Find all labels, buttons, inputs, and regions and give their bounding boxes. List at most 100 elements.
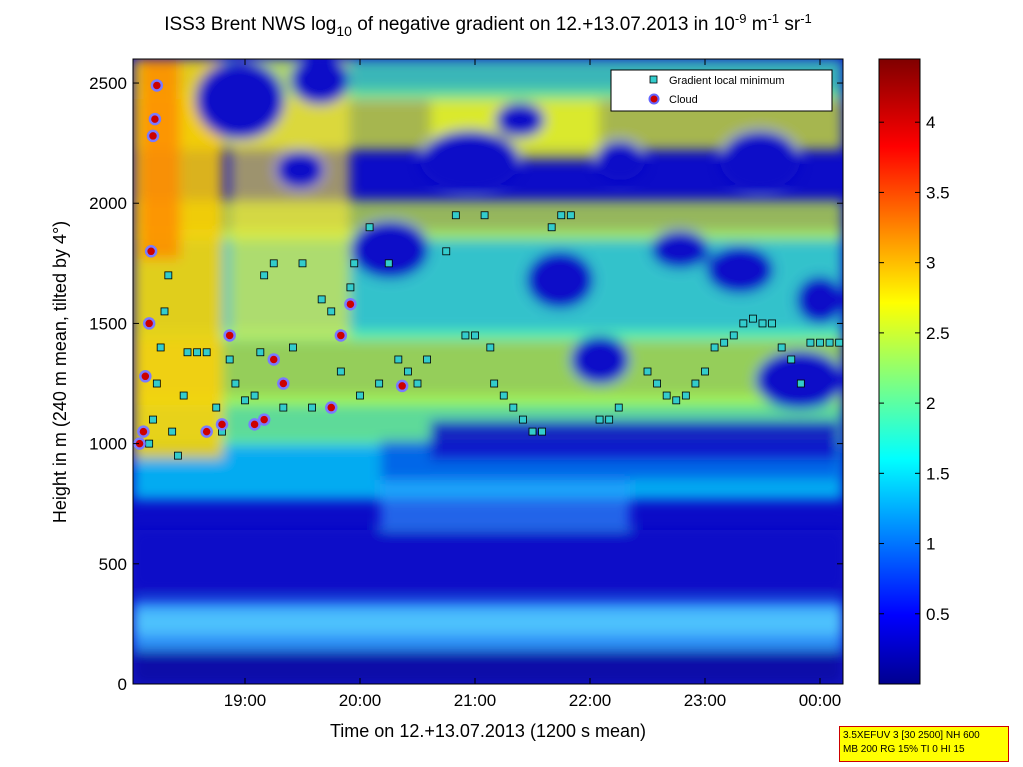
gradient-minimum-point xyxy=(179,391,188,400)
chart-title: ISS3 Brent NWS log10 of negative gradien… xyxy=(164,11,812,39)
colorbar-tick-label: 4 xyxy=(926,113,935,132)
gradient-minimum-point xyxy=(193,348,201,357)
gradient-minimum-point xyxy=(212,403,221,412)
colorbar xyxy=(878,58,921,685)
gradient-minimum-point xyxy=(160,307,169,316)
legend-label-gradient-min: Gradient local minimum xyxy=(669,75,785,87)
gradient-minimum-point xyxy=(225,355,234,364)
gradient-minimum-point xyxy=(256,348,265,357)
colorbar-tick-label: 1 xyxy=(926,535,935,554)
colorbar-tick-label: 2 xyxy=(926,394,935,413)
y-tick-label: 2000 xyxy=(89,194,127,213)
gradient-minimum-point xyxy=(152,379,161,388)
gradient-minimum-point xyxy=(749,314,757,323)
gradient-minimum-point xyxy=(643,367,652,376)
parameter-info-box: 3.5XEFUV 3 [30 2500] NH 600 MB 200 RG 15… xyxy=(839,726,1009,762)
gradient-minimum-point xyxy=(356,391,364,400)
gradient-minimum-point xyxy=(758,319,767,328)
gradient-minimum-point xyxy=(394,355,403,364)
gradient-minimum-point xyxy=(653,379,661,388)
gradient-minimum-point xyxy=(557,211,566,220)
gradient-minimum-point xyxy=(168,427,177,436)
x-tick-label: 19:00 xyxy=(224,691,267,710)
gradient-minimum-point xyxy=(145,439,154,448)
gradient-minimum-point xyxy=(241,396,249,405)
y-tick-label: 1500 xyxy=(89,314,127,333)
gradient-minimum-point xyxy=(490,379,499,388)
gradient-minimum-point xyxy=(499,391,508,400)
gradient-minimum-point xyxy=(317,295,326,304)
x-tick-label: 20:00 xyxy=(339,691,382,710)
gradient-minimum-point xyxy=(710,343,719,352)
gradient-minimum-point xyxy=(796,379,805,388)
colorbar-tick-label: 3 xyxy=(926,254,935,273)
cloud-point xyxy=(257,413,271,426)
gradient-minimum-point xyxy=(289,343,297,352)
gradient-minimum-point xyxy=(806,338,815,347)
gradient-minimum-point xyxy=(509,403,518,412)
gradient-minimum-point xyxy=(279,403,288,412)
gradient-minimum-point xyxy=(404,367,412,376)
gradient-minimum-point xyxy=(768,319,776,328)
y-tick-label: 2500 xyxy=(89,74,127,93)
y-tick-label: 0 xyxy=(118,675,127,694)
gradient-minimum-point xyxy=(595,415,604,424)
gradient-minimum-point xyxy=(672,396,681,405)
gradient-minimum-point xyxy=(787,355,796,364)
cloud-point xyxy=(200,425,213,438)
gradient-minimum-point xyxy=(365,223,374,232)
cloud-point xyxy=(248,418,261,431)
gradient-minimum-point xyxy=(336,367,345,376)
x-tick-label: 21:00 xyxy=(454,691,497,710)
gradient-minimum-point xyxy=(442,247,451,256)
legend-box xyxy=(610,69,833,112)
plot-frame xyxy=(132,58,844,685)
cloud-point xyxy=(139,370,152,383)
x-axis-ticks: 19:00 20:00 21:00 22:00 23:00 00:00 xyxy=(224,59,842,710)
colorbar-tick-label: 0.5 xyxy=(926,605,950,624)
legend-marker-gradient-min xyxy=(649,75,658,84)
cloud-point xyxy=(146,129,160,143)
gradient-minimum-point xyxy=(691,379,700,388)
colorbar-tick-label: 3.5 xyxy=(926,183,950,202)
y-axis-label: Height in m (240 m mean, tilted by 4°) xyxy=(50,221,70,523)
gradient-minimum-point xyxy=(231,379,240,388)
x-tick-label: 22:00 xyxy=(569,691,612,710)
x-axis-label: Time on 12.+13.07.2013 (1200 s mean) xyxy=(330,721,646,741)
gradient-minimum-markers xyxy=(145,211,843,460)
cloud-point xyxy=(148,112,162,126)
cloud-point xyxy=(277,377,290,390)
gradient-minimum-point xyxy=(250,391,259,400)
x-tick-label: 00:00 xyxy=(799,691,842,710)
title-middle: of negative gradient on 12.+13.07.2013 i… xyxy=(352,14,735,35)
legend-label-cloud: Cloud xyxy=(669,94,698,106)
gradient-minimum-point xyxy=(451,211,460,220)
y-tick-label: 1000 xyxy=(89,435,127,454)
gradient-minimum-point xyxy=(269,259,278,268)
gradient-minimum-point xyxy=(461,331,470,340)
info-line-2: MB 200 RG 15% TI 0 HI 15 xyxy=(843,744,965,755)
gradient-minimum-point xyxy=(825,338,834,347)
gradient-minimum-point xyxy=(528,427,537,436)
gradient-minimum-point xyxy=(149,415,157,424)
cloud-point xyxy=(137,425,150,438)
gradient-minimum-point xyxy=(202,348,211,357)
gradient-minimum-point xyxy=(174,451,182,460)
title-exp2: -1 xyxy=(768,11,780,26)
gradient-minimum-point xyxy=(298,259,307,268)
legend: Gradient local minimum Cloud xyxy=(610,69,833,112)
gradient-minimum-point xyxy=(375,379,384,388)
cloud-point xyxy=(144,245,158,258)
info-line-1: 3.5XEFUV 3 [30 2500] NH 600 xyxy=(843,730,980,741)
gradient-minimum-point xyxy=(739,319,748,328)
gradient-minimum-point xyxy=(471,331,479,340)
gradient-minimum-point xyxy=(350,259,359,268)
legend-marker-cloud xyxy=(648,93,660,105)
gradient-minimum-point xyxy=(384,259,393,268)
gradient-minimum-point xyxy=(662,391,671,400)
gradient-minimum-point xyxy=(164,271,173,280)
cloud-point xyxy=(223,329,236,342)
gradient-minimum-point xyxy=(423,355,431,364)
gradient-minimum-point xyxy=(183,348,192,357)
